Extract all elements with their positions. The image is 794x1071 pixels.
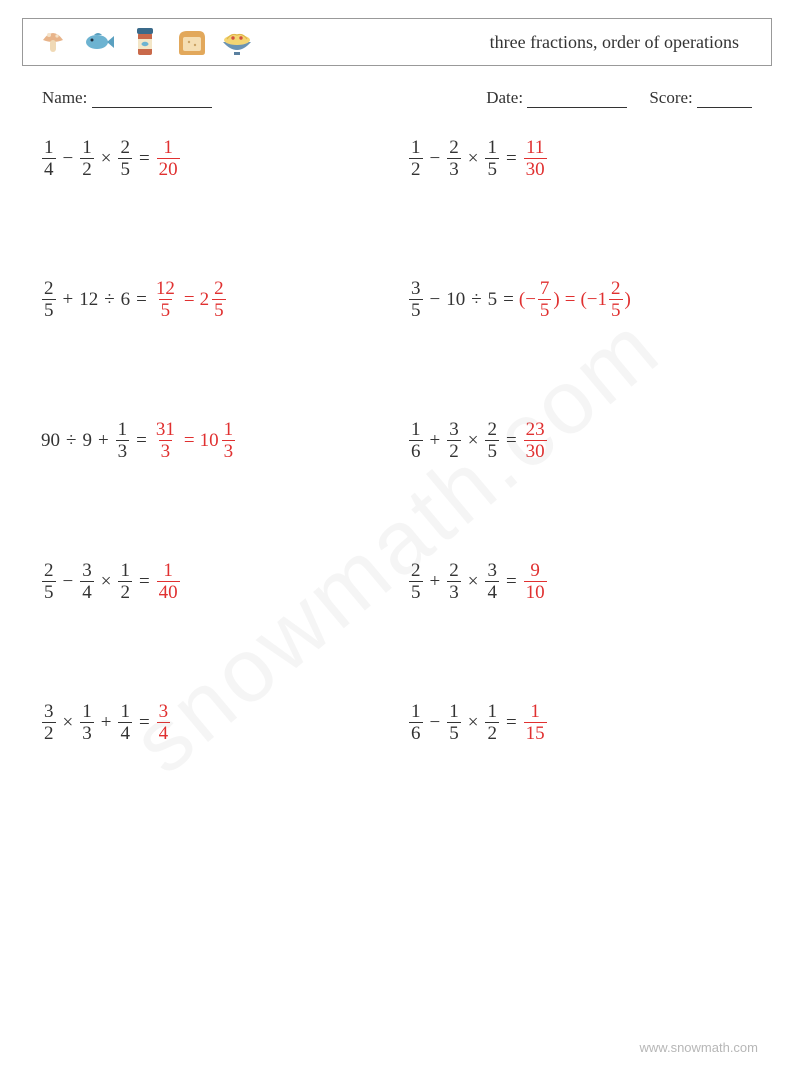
problem-0: 14−12×25=120 (40, 138, 387, 179)
date-label: Date: (486, 88, 523, 107)
score-blank (697, 90, 752, 108)
problem-2: 25+12÷6=125=225 (40, 279, 387, 320)
problems-grid: 14−12×25=120 12−23×15=1130 25+12÷6=125=225… (40, 138, 754, 743)
problem-1: 12−23×15=1130 (407, 138, 754, 179)
name-blank (92, 90, 212, 108)
score-label: Score: (649, 88, 692, 107)
header-icons-row (35, 24, 255, 60)
problem-8: 32×13+14=34 (40, 702, 387, 743)
header-title: three fractions, order of operations (490, 32, 739, 53)
problem-7: 25+23×34=910 (407, 561, 754, 602)
info-row: Name: Date: Score: (42, 88, 752, 108)
problem-6: 25−34×12=140 (40, 561, 387, 602)
name-field: Name: (42, 88, 212, 108)
problem-4: 90÷9+13=313=1013 (40, 420, 387, 461)
date-field: Date: (486, 88, 627, 108)
problem-5: 16+32×25=2330 (407, 420, 754, 461)
problem-3: 35−10÷5=(−75)=(−125) (407, 279, 754, 320)
name-label: Name: (42, 88, 87, 107)
pasta-bowl-icon (219, 24, 255, 60)
problem-9: 16−15×12=115 (407, 702, 754, 743)
fish-icon (81, 24, 117, 60)
score-field: Score: (649, 88, 752, 108)
date-blank (527, 90, 627, 108)
bread-icon (173, 24, 209, 60)
mushroom-icon (35, 24, 71, 60)
jar-icon (127, 24, 163, 60)
header-box: three fractions, order of operations (22, 18, 772, 66)
